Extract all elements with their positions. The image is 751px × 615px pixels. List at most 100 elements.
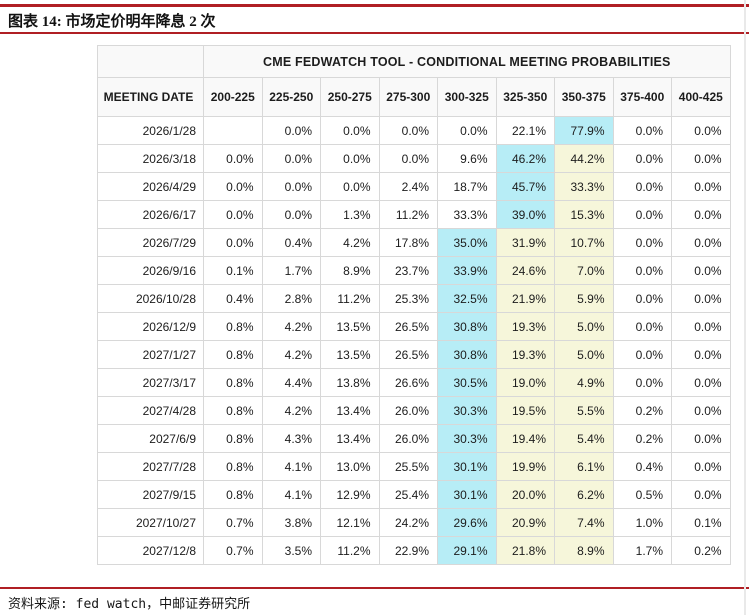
probability-cell: 44.2% xyxy=(554,144,614,173)
probability-cell: 5.0% xyxy=(554,340,614,369)
probability-cell: 0.4% xyxy=(261,228,321,257)
rate-bin-header: 250-275 xyxy=(320,77,380,117)
probability-cell: 0.7% xyxy=(203,536,263,565)
rate-bin-header: 200-225 xyxy=(203,77,263,117)
probability-cell: 25.4% xyxy=(378,480,438,509)
probability-cell: 19.4% xyxy=(495,424,555,453)
table-row: 2027/7/28 0.8% 4.1% 13.0% 25.5% 30.1% 19.9% 6.1… xyxy=(97,452,731,481)
probability-cell: 0.0% xyxy=(612,312,672,341)
probability-cell: 0.0% xyxy=(320,172,380,201)
bottom-accent-rule xyxy=(0,587,749,589)
probability-cell: 24.2% xyxy=(378,508,438,537)
probability-cell: 21.8% xyxy=(495,536,555,565)
probability-cell: 0.0% xyxy=(612,284,672,313)
probability-cell: 26.5% xyxy=(378,312,438,341)
meeting-date-cell: 2026/12/9 xyxy=(97,312,204,341)
source-note: 资料来源: fed watch，中邮证券研究所 xyxy=(8,597,251,612)
probability-cell: 0.0% xyxy=(671,452,731,481)
probability-cell: 0.8% xyxy=(203,312,263,341)
probability-cell: 1.0% xyxy=(612,508,672,537)
probability-cell: 11.2% xyxy=(320,536,380,565)
probability-cell: 3.8% xyxy=(261,508,321,537)
probability-cell: 0.0% xyxy=(671,312,731,341)
probability-cell: 0.8% xyxy=(203,396,263,425)
probability-cell: 0.0% xyxy=(203,172,263,201)
probability-cell xyxy=(203,116,263,145)
probability-cell: 0.0% xyxy=(320,116,380,145)
probability-cell: 19.0% xyxy=(495,368,555,397)
probability-cell: 0.0% xyxy=(612,172,672,201)
probability-cell: 0.1% xyxy=(203,256,263,285)
probability-cell: 0.4% xyxy=(203,284,263,313)
probability-cell: 0.0% xyxy=(671,396,731,425)
probability-cell: 6.2% xyxy=(554,480,614,509)
probability-cell: 0.4% xyxy=(612,452,672,481)
meeting-date-cell: 2027/9/15 xyxy=(97,480,204,509)
probability-cell: 1.3% xyxy=(320,200,380,229)
probability-cell: 2.8% xyxy=(261,284,321,313)
probability-cell: 30.5% xyxy=(437,368,497,397)
probability-cell: 33.3% xyxy=(554,172,614,201)
probability-cell: 19.9% xyxy=(495,452,555,481)
probability-cell: 0.0% xyxy=(612,116,672,145)
probability-cell: 11.2% xyxy=(320,284,380,313)
probability-cell: 26.6% xyxy=(378,368,438,397)
probability-cell: 26.0% xyxy=(378,396,438,425)
probability-cell: 0.0% xyxy=(203,200,263,229)
table-row: 2026/12/9 0.8% 4.2% 13.5% 26.5% 30.8% 19.3% 5.0… xyxy=(97,312,731,341)
meeting-date-cell: 2027/4/28 xyxy=(97,396,204,425)
meeting-date-cell: 2026/1/28 xyxy=(97,116,204,145)
probability-cell: 21.9% xyxy=(495,284,555,313)
probability-cell: 2.4% xyxy=(378,172,438,201)
table-row: 2026/6/17 0.0% 0.0% 1.3% 11.2% 33.3% 39.0% 15.3… xyxy=(97,200,731,229)
probability-cell: 15.3% xyxy=(554,200,614,229)
probability-cell: 0.0% xyxy=(671,284,731,313)
title-underline-rule xyxy=(0,32,749,34)
probability-cell: 0.8% xyxy=(203,424,263,453)
probability-cell: 13.4% xyxy=(320,424,380,453)
probability-cell: 13.8% xyxy=(320,368,380,397)
probability-cell: 7.0% xyxy=(554,256,614,285)
probability-cell: 24.6% xyxy=(495,256,555,285)
meeting-date-cell: 2026/9/16 xyxy=(97,256,204,285)
probability-cell: 0.0% xyxy=(671,228,731,257)
probability-cell: 30.3% xyxy=(437,396,497,425)
probability-cell: 46.2% xyxy=(495,144,555,173)
table-row: 2027/9/15 0.8% 4.1% 12.9% 25.4% 30.1% 20.0% 6.2… xyxy=(97,480,731,509)
probability-cell: 13.0% xyxy=(320,452,380,481)
probability-cell: 0.0% xyxy=(203,144,263,173)
probability-cell: 0.0% xyxy=(261,144,321,173)
probability-cell: 0.0% xyxy=(203,228,263,257)
probability-cell: 77.9% xyxy=(554,116,614,145)
probability-cell: 0.0% xyxy=(378,116,438,145)
probability-cell: 4.9% xyxy=(554,368,614,397)
probability-cell: 5.4% xyxy=(554,424,614,453)
probability-cell: 0.0% xyxy=(671,144,731,173)
probability-cell: 10.7% xyxy=(554,228,614,257)
probability-cell: 13.5% xyxy=(320,312,380,341)
probability-cell: 30.8% xyxy=(437,312,497,341)
meeting-date-cell: 2027/1/27 xyxy=(97,340,204,369)
table-row: 2027/6/9 0.8% 4.3% 13.4% 26.0% 30.3% 19.4% 5.4%… xyxy=(97,424,731,453)
probability-cell: 0.0% xyxy=(261,116,321,145)
table-row: 2026/4/29 0.0% 0.0% 0.0% 2.4% 18.7% 45.7% 33.3%… xyxy=(97,172,731,201)
meeting-date-cell: 2026/7/29 xyxy=(97,228,204,257)
probability-cell: 0.7% xyxy=(203,508,263,537)
probability-cell: 4.1% xyxy=(261,452,321,481)
probability-cell: 7.4% xyxy=(554,508,614,537)
probability-cell: 0.0% xyxy=(437,116,497,145)
probability-cell: 39.0% xyxy=(495,200,555,229)
rate-bin-header: 325-350 xyxy=(495,77,555,117)
probability-table-body: 2026/1/28 0.0% 0.0% 0.0% 0.0% 22.1% 77.9% 0.0% 0… xyxy=(97,116,731,565)
probability-cell: 0.0% xyxy=(671,116,731,145)
probability-cell: 0.0% xyxy=(671,256,731,285)
probability-cell: 0.0% xyxy=(671,480,731,509)
probability-cell: 0.8% xyxy=(203,340,263,369)
table-row: 2027/4/28 0.8% 4.2% 13.4% 26.0% 30.3% 19.5% 5.5… xyxy=(97,396,731,425)
probability-cell: 0.5% xyxy=(612,480,672,509)
probability-cell: 30.8% xyxy=(437,340,497,369)
probability-cell: 13.5% xyxy=(320,340,380,369)
meeting-date-cell: 2027/7/28 xyxy=(97,452,204,481)
table-row: 2026/10/28 0.4% 2.8% 11.2% 25.3% 32.5% 21.9% 5.… xyxy=(97,284,731,313)
probability-cell: 4.1% xyxy=(261,480,321,509)
